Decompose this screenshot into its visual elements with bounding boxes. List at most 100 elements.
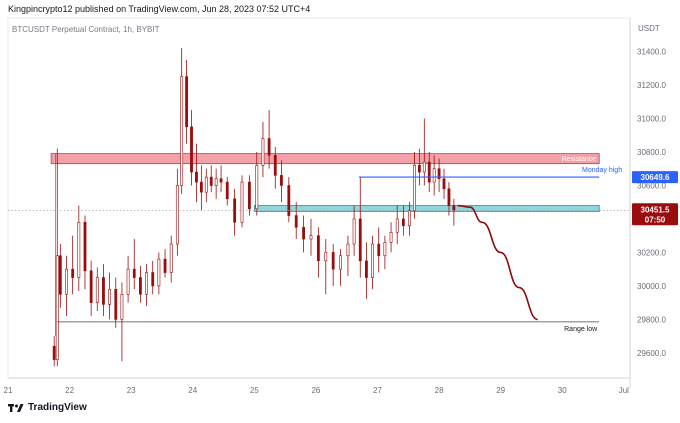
x-tick-label: 28 — [435, 386, 444, 395]
y-tick-label: 30000.0 — [637, 282, 666, 291]
candle-body — [437, 168, 441, 180]
candle-body — [95, 277, 99, 303]
current-price-time: 07:50 — [645, 215, 666, 224]
candle-body — [389, 232, 393, 243]
candle-body — [233, 198, 237, 223]
candle-body — [195, 171, 198, 183]
monday-high-price-tag — [632, 171, 678, 184]
candle-body — [324, 252, 328, 262]
candle-body — [248, 181, 251, 210]
candle-body — [339, 255, 342, 270]
candle-body — [447, 188, 451, 206]
candle-body — [102, 277, 105, 305]
candle-body — [377, 243, 381, 257]
y-tick-label: 30800.0 — [637, 148, 666, 157]
candle-body — [145, 272, 148, 295]
candle-body — [163, 258, 167, 273]
candle-body — [169, 243, 173, 273]
candle-body — [139, 277, 142, 295]
candle-body — [120, 293, 124, 320]
tradingview-brand: TradingView — [28, 402, 87, 413]
candle-body — [126, 268, 130, 295]
candle-body — [58, 255, 62, 295]
candle-body — [157, 258, 161, 287]
candle-body — [302, 227, 306, 240]
tradingview-logo-icon — [8, 403, 24, 412]
candle-body — [417, 165, 421, 173]
candle-body — [83, 221, 87, 272]
candle-body — [346, 243, 350, 257]
candle-body — [52, 345, 56, 360]
candle-body — [71, 268, 75, 278]
candle-body — [422, 161, 426, 173]
candle-body — [151, 272, 155, 287]
candle-body — [185, 76, 188, 128]
projection-path — [457, 204, 538, 321]
y-tick-label: 29600.0 — [637, 349, 666, 358]
candle-body — [255, 165, 259, 210]
candle-body — [175, 185, 179, 245]
candle-body — [294, 215, 298, 228]
candle-body — [427, 161, 431, 183]
x-tick-label: 29 — [496, 386, 505, 395]
resistance-zone — [50, 153, 600, 165]
candle-body — [273, 155, 277, 176]
candle-body — [267, 138, 271, 156]
y-tick-label: 29800.0 — [637, 315, 666, 324]
candle-body — [65, 268, 68, 295]
monday-high-price-value: 30649.6 — [641, 173, 670, 182]
candle-body — [383, 242, 387, 257]
y-tick-label: 31000.0 — [637, 114, 666, 123]
chart-grid — [7, 17, 631, 388]
axes-layer: USDT31400.031200.031000.030800.030600.03… — [4, 24, 678, 395]
candle-body — [261, 138, 265, 166]
candle-body — [77, 221, 81, 278]
zones-layer: Resistance — [50, 153, 600, 337]
candle-body — [114, 288, 118, 320]
x-tick-label: 30 — [558, 386, 567, 395]
candle-body — [89, 270, 93, 303]
candle-body — [287, 185, 291, 216]
x-tick-label: 26 — [311, 386, 320, 395]
candle-body — [395, 218, 399, 233]
candle-body — [199, 181, 203, 193]
candle-body — [55, 255, 59, 360]
y-tick-label: 31400.0 — [637, 47, 666, 56]
current-price-tag — [632, 203, 678, 226]
candle-body — [204, 176, 208, 193]
x-tick-label: 21 — [4, 386, 13, 395]
candle-body — [331, 252, 335, 270]
candle-body — [108, 288, 112, 305]
y-axis-unit-label: USDT — [638, 24, 660, 33]
candle-body — [180, 76, 184, 186]
candle-body — [280, 175, 283, 186]
symbol-label: BTCUSDT Perpetual Contract, 1h, BYBIT — [12, 25, 160, 34]
levels-layer: Monday high Range low — [8, 167, 630, 333]
plot-frame — [7, 17, 631, 379]
candle-body — [209, 176, 213, 186]
y-tick-label: 31200.0 — [637, 81, 666, 90]
candle-body — [413, 165, 416, 211]
x-tick-label: 24 — [188, 386, 197, 395]
candle-body — [240, 181, 244, 223]
candle-body — [408, 210, 411, 226]
candle-body — [358, 218, 362, 262]
candle-body — [352, 218, 356, 245]
monday-high-label: Monday high — [582, 167, 622, 174]
range-low-label: Range low — [564, 326, 598, 333]
candle-body — [309, 235, 313, 240]
candle-body — [371, 243, 374, 278]
candle-body — [316, 235, 320, 262]
candle-body — [432, 168, 436, 183]
candle-body — [132, 268, 136, 278]
x-tick-label: 22 — [65, 386, 74, 395]
x-tick-label: Jul — [619, 386, 629, 395]
candle-body — [442, 178, 446, 190]
footer: TradingView — [8, 402, 87, 413]
x-tick-label: 27 — [373, 386, 382, 395]
candle-body — [219, 178, 223, 183]
candle-body — [401, 218, 405, 226]
candle-body — [365, 260, 368, 278]
candle-body — [225, 181, 229, 200]
